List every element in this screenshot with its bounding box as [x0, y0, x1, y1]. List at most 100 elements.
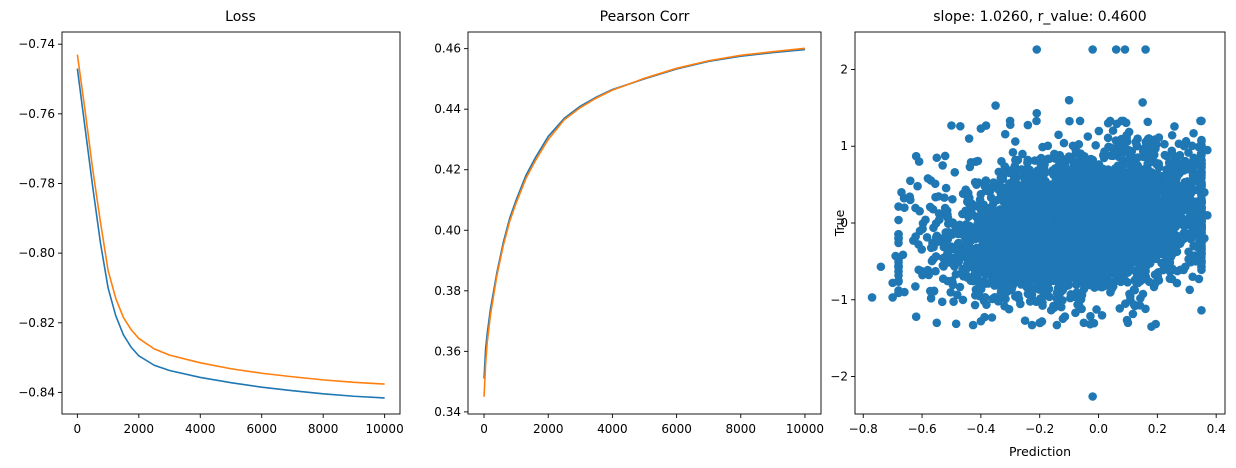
scatter-point	[1075, 159, 1085, 169]
pearson-corr-chart-series-1	[483, 48, 806, 379]
scatter-point	[1162, 172, 1172, 182]
scatter-point	[1031, 182, 1041, 191]
scatter-point	[1018, 149, 1027, 159]
scatter-point	[1098, 164, 1108, 174]
scatter-point	[976, 316, 986, 326]
scatter-point	[947, 121, 956, 130]
scatter-point	[1069, 170, 1079, 179]
scatter-point	[1105, 175, 1115, 185]
scatter-point	[1139, 184, 1148, 194]
scatter-point	[1184, 148, 1193, 157]
scatter-point	[1020, 316, 1030, 325]
pearson-corr-chart-ytick-label: 0.46	[434, 42, 461, 56]
loss-chart-ytick-label: −0.74	[18, 37, 55, 51]
scatter-point	[1040, 291, 1050, 300]
scatter-point	[940, 203, 950, 213]
scatter-point	[1186, 229, 1195, 239]
scatter-point	[952, 290, 962, 300]
scatter-point	[1088, 392, 1097, 401]
scatter-point	[1013, 155, 1023, 165]
pearson-corr-chart-frame	[467, 31, 822, 415]
scatter-point	[1015, 242, 1025, 252]
scatter-chart-ticks: −0.8 −0.6 −0.4 −0.2 0.0 0.2 0.4 −2 −1 0 1 2	[830, 62, 1225, 436]
scatter-point	[1103, 263, 1113, 273]
scatter-point	[1032, 227, 1042, 237]
scatter-point	[955, 282, 965, 292]
scatter-point	[997, 157, 1006, 166]
scatter-point	[1138, 171, 1147, 181]
scatter-point	[922, 232, 932, 242]
scatter-point	[1106, 143, 1115, 152]
scatter-point	[1010, 177, 1020, 187]
scatter-point	[1167, 130, 1177, 140]
scatter-point	[1048, 262, 1057, 271]
scatter-point	[938, 274, 948, 284]
scatter-point	[1013, 290, 1023, 300]
loss-chart-ytick-label: −0.84	[18, 385, 55, 399]
scatter-point	[891, 251, 900, 261]
scatter-point	[1094, 172, 1103, 181]
scatter-point	[950, 168, 960, 177]
scatter-point	[1026, 205, 1035, 215]
scatter-point	[1039, 222, 1048, 231]
scatter-point	[1197, 202, 1206, 212]
scatter-point	[935, 215, 944, 224]
scatter-point	[1086, 311, 1095, 321]
scatter-point	[1097, 240, 1106, 249]
scatter-chart-xlabel: Prediction	[1009, 444, 1071, 459]
loss-chart-series-1	[76, 68, 385, 399]
loss-chart-xtick-label: 10000	[366, 422, 404, 436]
scatter-point	[1126, 200, 1136, 209]
scatter-point	[976, 124, 986, 133]
scatter-point	[913, 181, 922, 191]
scatter-point	[939, 242, 949, 252]
scatter-point	[1036, 174, 1046, 183]
scatter-chart-xtick-label: −0.4	[966, 422, 995, 436]
scatter-point	[1014, 195, 1024, 205]
scatter-point	[1191, 257, 1200, 266]
scatter-point	[970, 178, 980, 187]
scatter-point	[1074, 181, 1083, 190]
pearson-corr-chart-title: Pearson Corr	[600, 9, 690, 25]
scatter-point	[888, 278, 897, 288]
scatter-point	[1037, 276, 1046, 285]
scatter-point	[948, 194, 957, 204]
scatter-point	[1011, 137, 1020, 146]
scatter-point	[980, 292, 990, 302]
scatter-point	[968, 276, 978, 286]
scatter-point	[1200, 234, 1209, 243]
scatter-chart-xtick-label: −0.6	[907, 422, 936, 436]
scatter-point	[1013, 187, 1023, 197]
scatter-point	[1067, 155, 1076, 165]
scatter-point	[1104, 205, 1114, 215]
scatter-chart-ylabel: True	[832, 209, 847, 237]
scatter-point	[1054, 130, 1063, 140]
scatter-point	[1130, 177, 1139, 187]
scatter-point	[1008, 205, 1018, 214]
scatter-point	[1065, 116, 1074, 126]
scatter-point	[1185, 285, 1195, 295]
scatter-point	[1066, 290, 1076, 299]
scatter-point	[1175, 150, 1185, 160]
scatter-point	[951, 221, 961, 231]
scatter-point	[957, 269, 966, 278]
scatter-point	[1160, 200, 1169, 209]
pearson-corr-chart-xtick-label: 0	[480, 422, 488, 436]
scatter-point	[1052, 294, 1061, 303]
scatter-point	[1031, 297, 1041, 306]
scatter-point	[1197, 250, 1206, 259]
scatter-point	[1059, 157, 1068, 166]
scatter-chart-ytick-label: −2	[830, 370, 848, 384]
scatter-point	[1024, 266, 1034, 276]
scatter-point	[1200, 187, 1209, 197]
scatter-point	[1130, 229, 1139, 239]
scatter-point	[1123, 246, 1133, 255]
scatter-point	[1172, 247, 1182, 256]
pearson-corr-chart-ytick-label: 0.42	[434, 163, 461, 177]
scatter-point	[1006, 272, 1016, 282]
pearson-corr-chart-xtick-label: 6000	[661, 422, 692, 436]
pearson-corr-chart-ytick-label: 0.34	[434, 405, 461, 419]
scatter-point	[1103, 118, 1113, 128]
pearson-corr-chart-ytick-label: 0.38	[434, 284, 461, 298]
scatter-point	[1015, 272, 1025, 282]
